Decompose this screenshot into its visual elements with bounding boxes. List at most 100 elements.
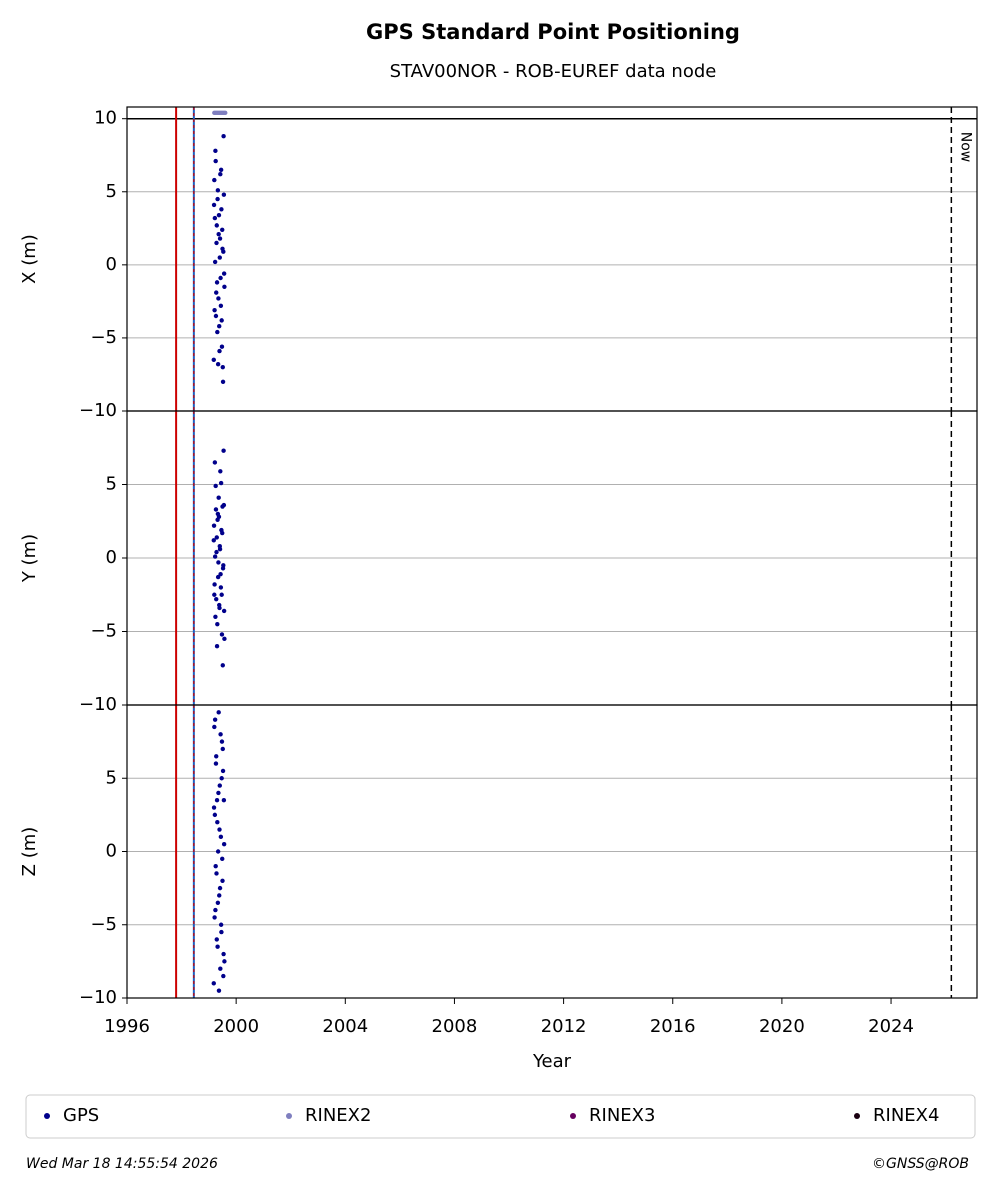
data-point [219,207,224,212]
data-point [215,329,220,335]
data-point [215,944,220,949]
x-tick-label: 2004 [322,1016,368,1037]
data-point [216,514,222,520]
y-tick-label: −10 [79,400,117,421]
y-tick-label: −5 [90,621,117,642]
data-point [220,856,225,862]
data-point [221,448,226,453]
data-point [212,307,217,313]
data-point [218,922,224,927]
data-point [220,663,225,668]
data-point [213,483,218,489]
y-tick-label: 5 [106,767,117,788]
x-tick-label: 2016 [650,1016,696,1037]
data-point [221,563,226,568]
data-point [214,754,219,759]
data-point [220,746,225,752]
y-tick-label: −10 [79,987,117,1008]
legend-box [25,1094,976,1139]
data-point [220,878,225,883]
data-point [218,732,223,737]
data-point [218,275,223,281]
y-tick-label: −10 [79,694,117,715]
chart-subtitle: STAV00NOR - ROB-EUREF data node [390,61,717,82]
data-point [212,592,217,597]
data-point [212,717,218,722]
y-tick-label: 5 [106,474,117,495]
data-point [218,571,223,577]
data-point [219,739,225,744]
data-point [216,560,221,565]
data-point [214,240,219,246]
data-point [218,469,223,474]
data-point [217,783,222,788]
data-point [223,110,228,116]
data-point [217,827,222,832]
data-point [217,546,223,552]
data-point [217,324,222,329]
legend-marker [44,1113,50,1119]
footer-date: Wed Mar 18 14:55:54 2026 [26,1156,218,1172]
data-point [212,259,218,265]
data-point [212,177,217,183]
x-tick-label: 2020 [759,1016,805,1037]
data-point [217,893,222,898]
x-axis-label: Year [532,1051,572,1072]
data-point [214,535,219,540]
data-point [221,951,226,957]
y-axis-label: Y (m) [19,534,40,583]
data-point [212,915,217,920]
y-tick-label: 5 [106,181,117,202]
data-point [217,605,222,611]
data-point [222,636,227,642]
data-point [218,834,224,840]
data-point [220,768,226,774]
data-point [214,937,219,942]
chart-title: GPS Standard Point Positioning [366,20,740,44]
data-point [215,900,221,905]
legend-marker [854,1113,860,1119]
data-point [217,348,222,354]
data-point [220,379,226,384]
legend-marker [286,1113,292,1119]
y-tick-label: 0 [106,254,117,275]
data-point [218,480,224,486]
data-point [216,495,221,500]
data-point [211,805,217,810]
data-point [219,929,224,935]
data-point [216,296,221,301]
data-point [213,761,219,766]
data-point [214,223,219,228]
data-point [219,344,225,349]
data-point [221,973,226,979]
data-point [215,820,220,825]
data-point [218,167,224,173]
data-point [213,148,218,154]
data-point [214,280,220,285]
data-point [218,585,224,590]
data-point [213,507,219,512]
data-point [221,502,227,508]
data-point [215,196,220,202]
data-point [219,776,224,781]
data-point [212,215,218,221]
data-point [217,885,223,891]
data-point [219,592,224,597]
x-tick-label: 2008 [432,1016,478,1037]
y-tick-label: −5 [90,327,117,348]
data-point [212,582,217,587]
legend-label: RINEX3 [589,1105,655,1126]
y-tick-label: −5 [90,914,117,935]
y-tick-label: 10 [94,108,117,129]
data-point [211,523,217,528]
data-point [220,364,225,370]
y-axis-label: X (m) [19,234,40,284]
data-point [214,871,219,876]
data-point [215,362,221,367]
data-point [221,841,227,847]
data-point [216,790,221,796]
data-point [220,530,225,536]
y-tick-label: 0 [106,547,117,568]
x-tick-label: 2000 [213,1016,259,1037]
